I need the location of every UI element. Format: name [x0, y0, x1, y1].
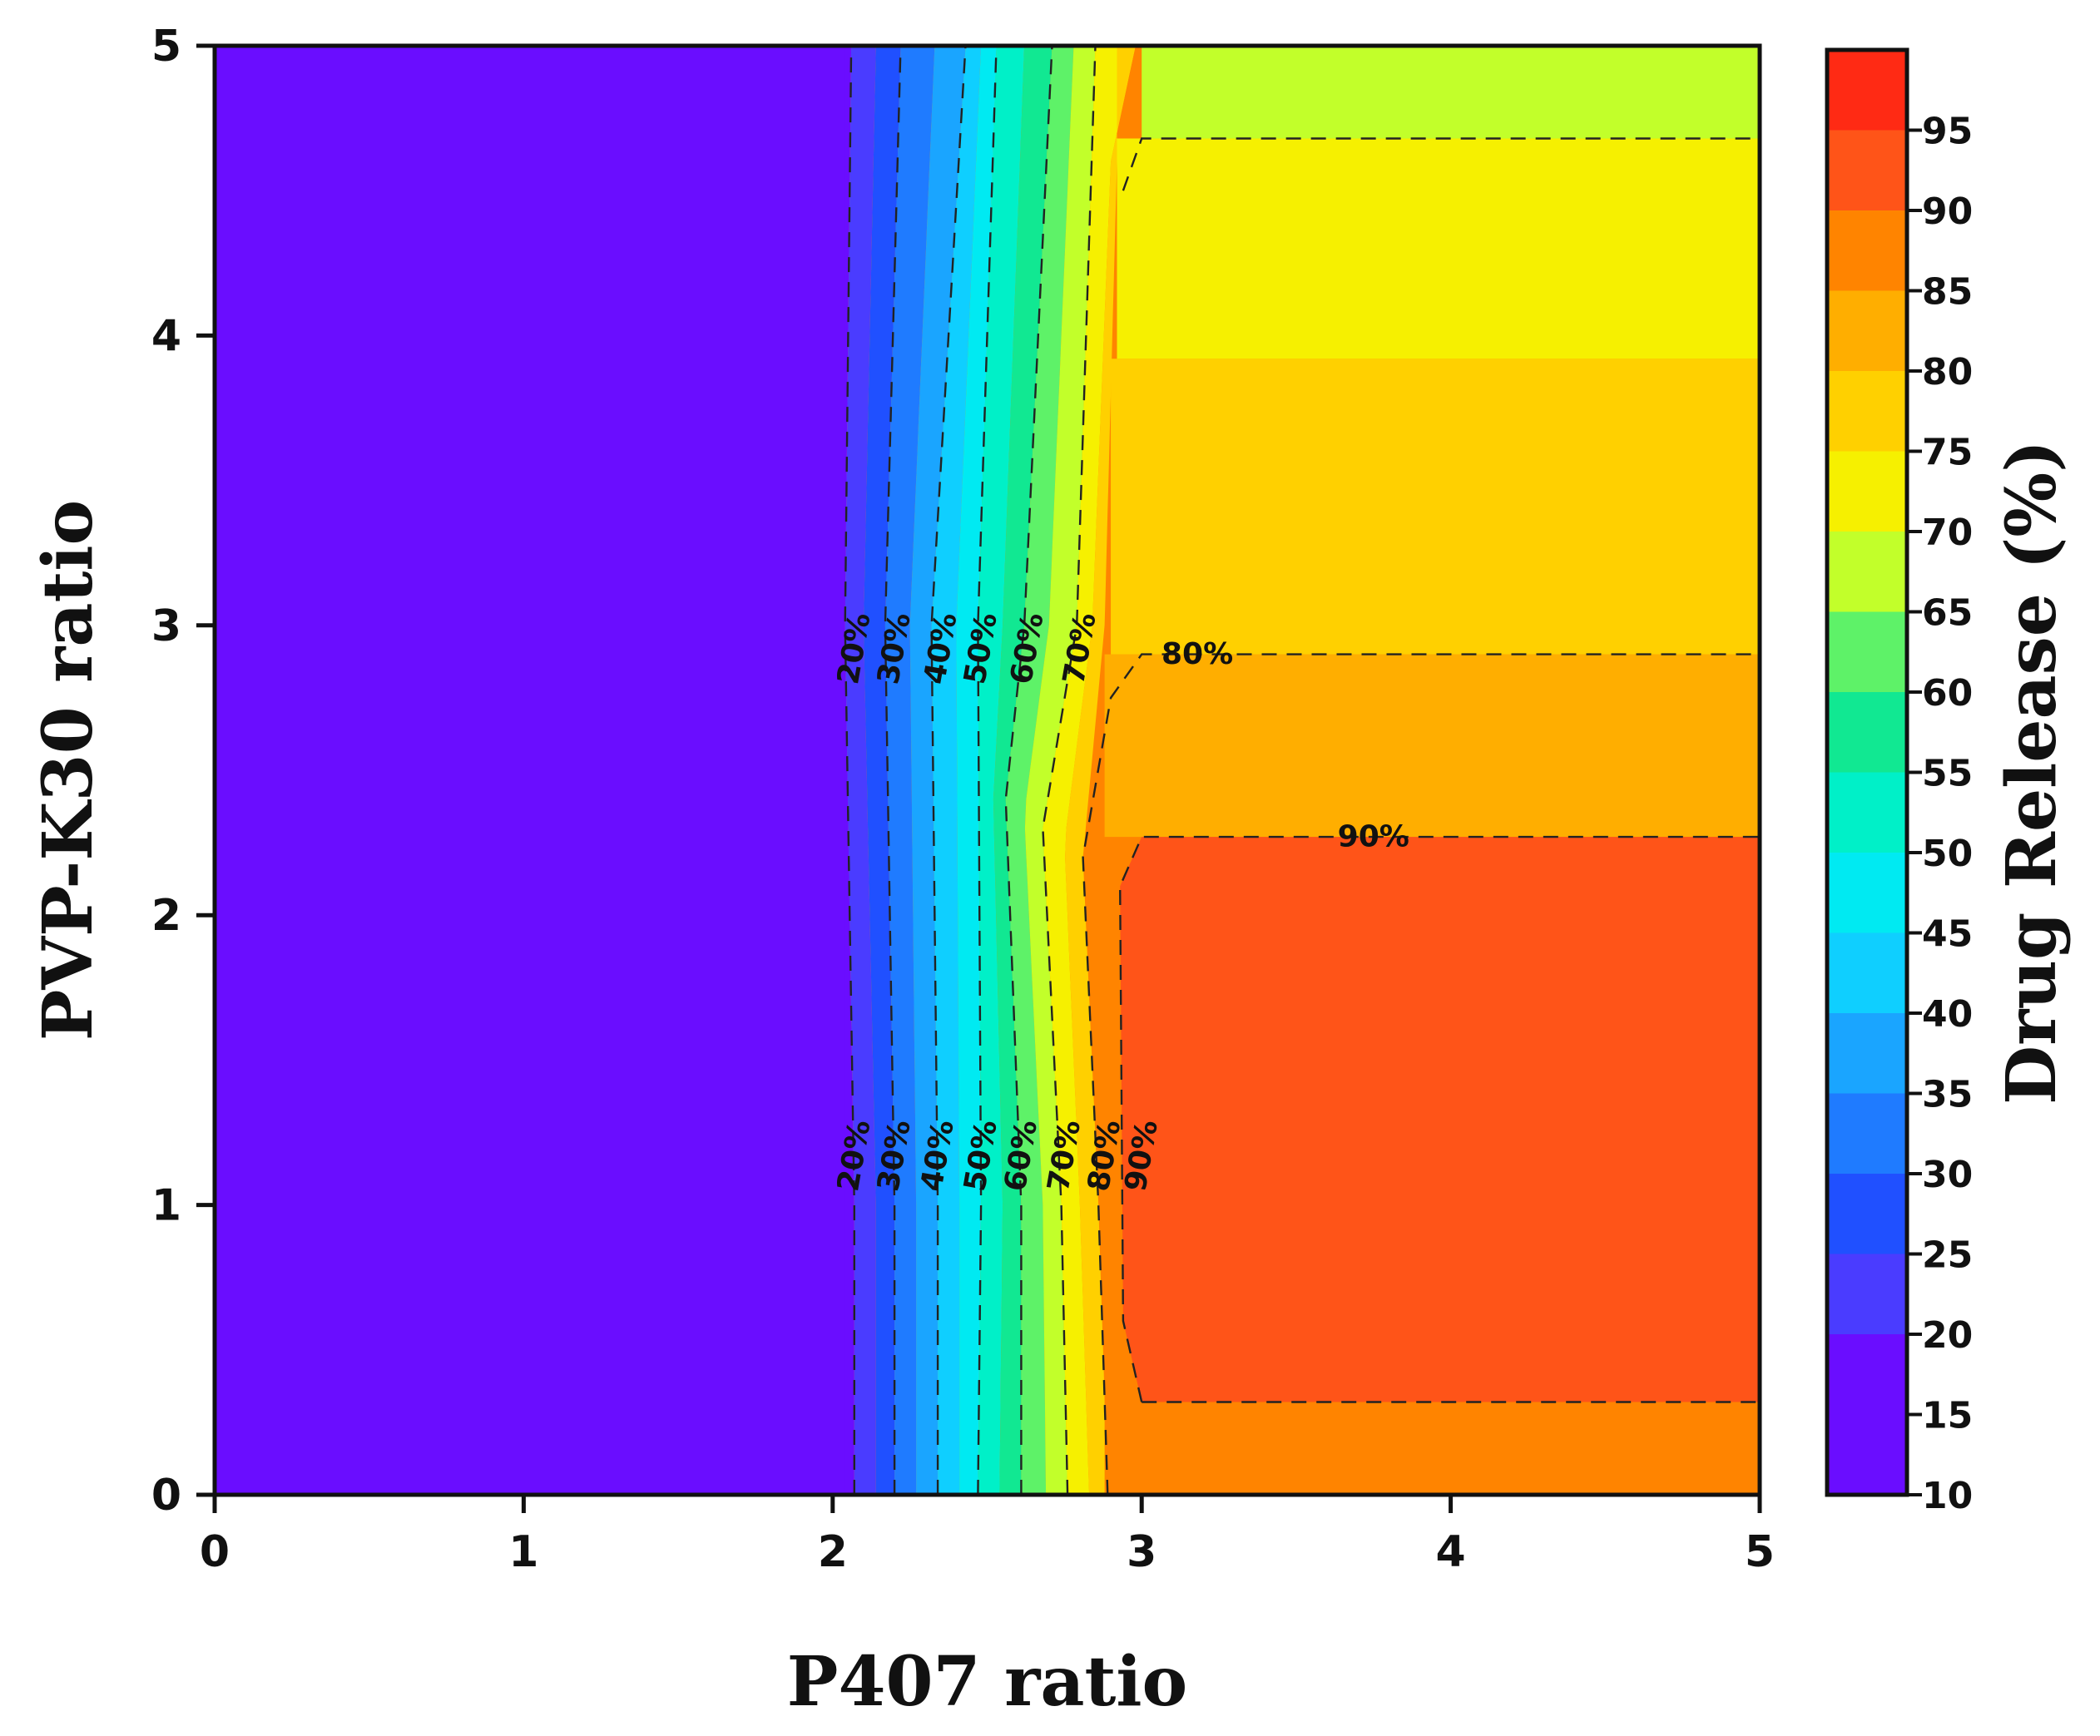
fill-region-70-75: [1117, 138, 1760, 359]
fill-band-35-40: [909, 46, 966, 1495]
fill-region-90-95-core: [1120, 837, 1760, 1402]
fill-region-10-20: [215, 46, 845, 1495]
contour-fill-layer: [215, 46, 1760, 1495]
contour-line-20: [844, 46, 855, 1495]
colorbar-band-60-65: [1827, 611, 1907, 692]
x-axis-title: P407 ratio: [787, 1642, 1187, 1722]
contour-label-80-horizontal: 80%: [1161, 637, 1233, 671]
colorbar-band-70-75: [1827, 451, 1907, 532]
y-tick-label: 3: [151, 601, 181, 651]
colorbar-tick-label: 35: [1922, 1074, 1973, 1116]
fill-band-55-60: [993, 46, 1052, 1495]
contour-line-layer: [844, 46, 1760, 1495]
colorbar-tick-label: 85: [1922, 271, 1973, 314]
colorbar-band-35-40: [1827, 1013, 1907, 1094]
colorbar-tick-label: 40: [1922, 993, 1973, 1036]
fill-band-65-70: [1024, 46, 1096, 1495]
colorbar-band-55-60: [1827, 692, 1907, 773]
colorbar-band-50-55: [1827, 772, 1907, 853]
fill-band-40-45: [931, 46, 982, 1495]
x-tick-label: 2: [818, 1527, 848, 1577]
y-tick-label: 1: [151, 1181, 181, 1231]
fill-region-65-70: [1142, 46, 1760, 139]
colorbar-title: Drug Release (%): [1992, 440, 2072, 1105]
colorbar-tick-label: 95: [1922, 111, 1973, 153]
x-tick-label: 4: [1436, 1527, 1466, 1577]
fill-region-75-80: [1111, 359, 1760, 655]
x-tick-label: 0: [200, 1527, 230, 1577]
y-tick-label: 5: [151, 22, 181, 72]
colorbar-band-10-20: [1827, 1334, 1907, 1495]
contour-line-40: [930, 46, 967, 1495]
contour-line-30: [884, 46, 902, 1495]
contour-label-90-horizontal: 90%: [1338, 820, 1409, 854]
fill-band-30-35: [884, 46, 935, 1495]
y-tick-label: 4: [151, 311, 181, 361]
x-axis: 0 1 2 3 4 5: [200, 1495, 1775, 1577]
x-tick-label: 1: [508, 1527, 538, 1577]
colorbar-band-30-35: [1827, 1093, 1907, 1174]
colorbar: 10 15 20 25 30 35 40 45 50 55 60 65 70 75 80 85 90 95: [1825, 47, 1973, 1517]
contour-line-50: [977, 46, 998, 1495]
y-tick-label: 2: [151, 891, 181, 941]
fill-band-45-50: [956, 46, 997, 1495]
colorbar-band-75-80: [1827, 371, 1907, 452]
y-axis: 0 1 2 3 4 5: [151, 22, 215, 1521]
fill-band-60-65: [1005, 46, 1074, 1495]
colorbar-tick-label: 25: [1922, 1234, 1973, 1277]
colorbar-band-95-100: [1827, 50, 1907, 131]
colorbar-band-25-30: [1827, 1174, 1907, 1254]
colorbar-band-20-25: [1827, 1254, 1907, 1334]
y-axis-title: PVP-K30 ratio: [28, 500, 108, 1041]
fill-band-70-75: [1043, 46, 1136, 1495]
colorbar-tick-label: 50: [1922, 833, 1973, 875]
colorbar-tick-label: 70: [1922, 512, 1973, 554]
x-tick-label: 5: [1745, 1527, 1775, 1577]
colorbar-tick-label: 80: [1922, 351, 1973, 393]
contour-line-90: [1118, 835, 1760, 1402]
colorbar-tick-label: 20: [1922, 1314, 1973, 1357]
colorbar-tick-label: 10: [1922, 1475, 1973, 1517]
colorbar-band-40-45: [1827, 932, 1907, 1013]
colorbar-band-80-85: [1827, 290, 1907, 371]
colorbar-tick-label: 30: [1922, 1154, 1973, 1196]
colorbar-tick-label: 75: [1922, 432, 1973, 474]
fill-region-80-85: [1104, 654, 1760, 838]
colorbar-band-65-70: [1827, 532, 1907, 612]
colorbar-tick-label: 65: [1922, 592, 1973, 635]
colorbar-tick-label: 55: [1922, 753, 1973, 795]
fill-band-20-25: [844, 46, 876, 1495]
colorbar-band-45-50: [1827, 853, 1907, 933]
fill-band-50-55: [978, 46, 1025, 1495]
fill-band-75-80: [1065, 46, 1136, 1495]
plot-frame: [212, 43, 1762, 1497]
x-tick-label: 3: [1127, 1527, 1156, 1577]
contour-line-80: [1082, 653, 1760, 1495]
contour-line-80-secondary: [1122, 137, 1760, 191]
colorbar-band-90-95: [1827, 130, 1907, 210]
colorbar-band-85-90: [1827, 210, 1907, 291]
colorbar-tick-label: 45: [1922, 913, 1973, 956]
fill-band-25-30: [863, 46, 901, 1495]
y-tick-label: 0: [151, 1471, 181, 1521]
colorbar-tick-label: 60: [1922, 672, 1973, 715]
colorbar-tick-label: 90: [1922, 190, 1973, 233]
colorbar-tick-label: 15: [1922, 1395, 1973, 1437]
